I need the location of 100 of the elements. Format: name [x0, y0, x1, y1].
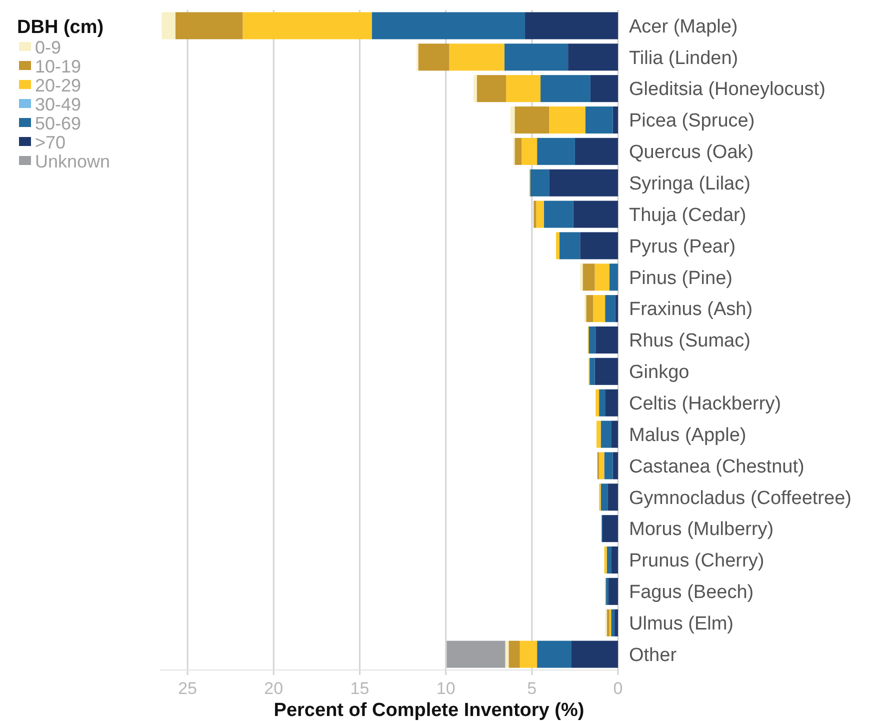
y-tick-label: Quercus (Oak)	[629, 142, 754, 164]
bar	[602, 515, 618, 542]
bar	[594, 264, 610, 291]
bar	[604, 452, 613, 480]
bar	[611, 546, 618, 574]
bar	[612, 106, 618, 134]
bar	[599, 389, 606, 416]
y-tick-label: Syringa (Lilac)	[629, 174, 750, 195]
bar	[537, 640, 572, 668]
bar	[544, 200, 574, 228]
bar	[596, 420, 601, 448]
bar	[600, 420, 612, 448]
bar	[580, 232, 618, 260]
bar	[590, 75, 618, 102]
bar	[549, 169, 618, 196]
x-tick-label: 15	[350, 679, 370, 698]
bar	[606, 546, 612, 574]
bar	[605, 295, 616, 322]
y-tick-label: Gleditsia (Honeylocust)	[629, 79, 826, 100]
bar	[372, 12, 526, 40]
bar	[585, 106, 613, 134]
bar	[510, 106, 515, 134]
bar	[604, 546, 607, 574]
x-tick-label: 25	[178, 679, 198, 698]
bar	[611, 609, 615, 636]
bar	[609, 264, 618, 291]
bar	[611, 420, 618, 448]
legend-label: Unknown	[35, 151, 110, 172]
bar	[588, 326, 596, 354]
y-tick-label: Pyrus (Pear)	[629, 236, 736, 258]
y-tick-label: Celtis (Hackberry)	[629, 394, 782, 415]
y-tick-label: Acer (Maple)	[629, 16, 738, 38]
bar	[508, 640, 520, 668]
y-tick-label: Malus (Apple)	[629, 424, 746, 446]
y-tick-label: Gymnocladus (Coffeetree)	[629, 488, 852, 509]
bar	[580, 264, 583, 291]
bar	[242, 12, 372, 40]
y-tick-label: Prunus (Cherry)	[629, 550, 764, 572]
bar	[612, 452, 618, 480]
y-tick-label: Castanea (Chestnut)	[629, 456, 804, 478]
bar	[556, 232, 560, 260]
bar	[586, 295, 594, 322]
bar	[514, 138, 522, 165]
bar	[536, 200, 544, 228]
y-tick-label: Other	[629, 644, 678, 666]
y-tick-label: Ginkgo	[629, 362, 690, 384]
bar	[537, 138, 575, 165]
bar	[605, 389, 618, 416]
legend-label: 10-19	[35, 56, 82, 76]
bar	[608, 578, 618, 605]
y-tick-label: Picea (Spruce)	[629, 110, 755, 132]
bar	[615, 295, 618, 322]
bar	[608, 484, 618, 511]
bar	[593, 295, 606, 322]
bar	[572, 640, 618, 668]
bar	[599, 452, 604, 480]
bar	[506, 75, 541, 102]
y-tick-label: Thuja (Cedar)	[629, 204, 746, 226]
bar	[540, 75, 590, 102]
y-tick-label: Rhus (Sumac)	[629, 330, 750, 352]
bar	[162, 12, 176, 40]
bar	[549, 106, 586, 134]
bar	[534, 200, 536, 228]
legend-label: 0-9	[35, 37, 62, 58]
bar	[568, 44, 618, 71]
bar	[525, 12, 618, 40]
bar	[614, 609, 618, 636]
bar	[596, 389, 600, 416]
bar	[594, 358, 618, 385]
bar	[574, 138, 618, 165]
y-tick-label: Ulmus (Elm)	[629, 614, 734, 635]
legend-title: DBH (cm)	[17, 17, 104, 38]
legend-label: 30-49	[35, 94, 82, 114]
bar	[505, 640, 509, 668]
bar	[596, 326, 618, 354]
bar	[606, 609, 610, 636]
bar	[514, 106, 550, 134]
bar	[175, 12, 243, 40]
y-tick-label: Fraxinus (Ash)	[629, 299, 753, 320]
legend-label: 50-69	[35, 113, 82, 134]
bar	[473, 75, 477, 102]
x-tick-label: 20	[264, 679, 284, 698]
bar	[449, 44, 504, 71]
bar	[476, 75, 506, 102]
bar	[559, 232, 580, 260]
legend-label: 20-29	[35, 75, 82, 96]
x-tick-label: 10	[436, 679, 456, 698]
y-tick-label: Pinus (Pine)	[629, 268, 732, 289]
y-tick-label: Fagus (Beech)	[629, 582, 754, 604]
bar	[606, 578, 609, 605]
bar	[582, 264, 595, 291]
bar	[530, 169, 550, 196]
bar	[418, 44, 450, 71]
x-tick-label: 0	[613, 679, 623, 698]
legend-label: >70	[35, 132, 66, 152]
y-tick-label: Morus (Mulberry)	[629, 519, 774, 540]
bar	[573, 200, 618, 228]
bar	[590, 358, 595, 385]
x-axis-title: Percent of Complete Inventory (%)	[274, 700, 584, 721]
bar	[446, 640, 506, 668]
